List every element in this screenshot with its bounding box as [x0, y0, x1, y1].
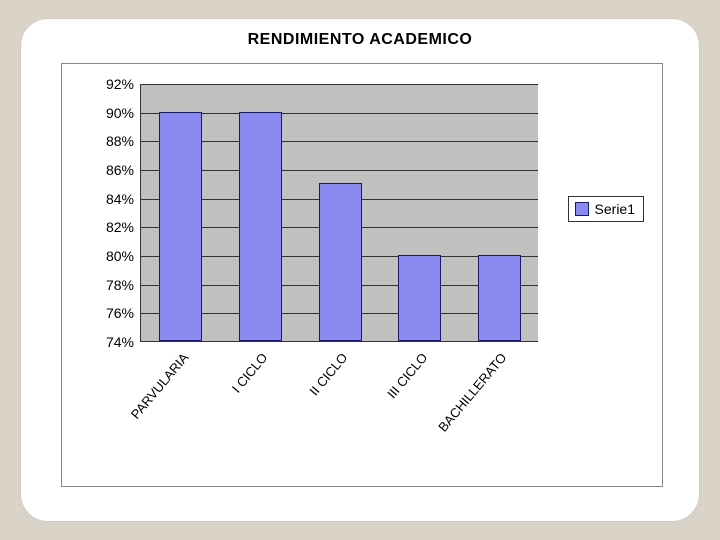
y-axis-label: 80%: [84, 248, 134, 264]
x-axis-label: II CICLO: [275, 350, 351, 436]
x-axis-label: I CICLO: [195, 350, 271, 436]
x-axis-label: BACHILLERATO: [434, 350, 510, 436]
y-axis-label: 84%: [84, 191, 134, 207]
plot-area: [140, 84, 538, 342]
bar: [478, 255, 521, 341]
legend-swatch: [575, 202, 589, 216]
y-axis-label: 88%: [84, 133, 134, 149]
bar: [398, 255, 441, 341]
slide-card: RENDIMIENTO ACADEMICO Serie1 74% 76% 78% 80…: [20, 18, 700, 522]
bar: [239, 112, 282, 341]
grid-line: [141, 84, 538, 85]
y-axis-label: 74%: [84, 334, 134, 350]
y-axis-label: 78%: [84, 277, 134, 293]
y-axis-label: 92%: [84, 76, 134, 92]
y-axis-label: 90%: [84, 105, 134, 121]
legend-label: Serie1: [595, 201, 635, 217]
y-axis-label: 82%: [84, 219, 134, 235]
x-axis-label: PARVULARIA: [116, 350, 192, 436]
y-axis-label: 76%: [84, 305, 134, 321]
bar: [319, 183, 362, 341]
x-axis-label: III CICLO: [354, 350, 430, 436]
bar: [159, 112, 202, 341]
legend: Serie1: [568, 196, 644, 222]
chart-title: RENDIMIENTO ACADEMICO: [21, 31, 699, 49]
chart-container: Serie1 74% 76% 78% 80% 82% 84% 86% 88% 90% 92% PAR…: [61, 63, 663, 487]
y-axis-label: 86%: [84, 162, 134, 178]
